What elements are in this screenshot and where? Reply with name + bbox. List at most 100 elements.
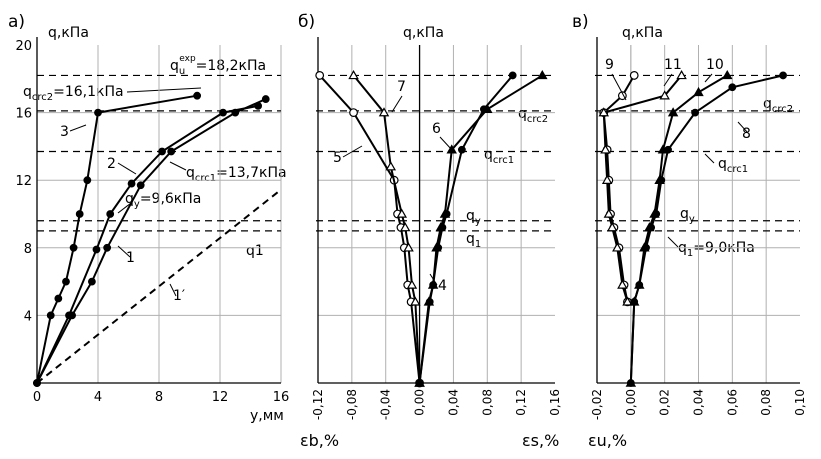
panel-b-series-4: 4 — [415, 71, 517, 387]
panel-b-xlabel-left: εb,% — [300, 431, 339, 450]
panel-a: а) q,кПа y,мм q1 quexp=18,2кПа qcrc2=16,… — [8, 12, 289, 424]
data-point — [406, 279, 418, 289]
panel-a-grid — [37, 45, 282, 383]
data-point — [625, 377, 637, 387]
data-point — [54, 294, 63, 303]
panel-a-xlabel: y,мм — [250, 408, 284, 424]
leader-line — [737, 121, 749, 134]
panel-c-series-10: 10 — [625, 57, 733, 387]
panel-c-label-qy: qy — [680, 206, 695, 225]
panel-b-label-qy: qy — [466, 208, 481, 227]
series-label: 10 — [706, 57, 724, 73]
leader-line — [117, 245, 131, 258]
data-point — [92, 245, 101, 254]
leader-c-qcrc1 — [704, 153, 715, 164]
series-line — [629, 74, 728, 384]
data-point — [617, 279, 628, 289]
data-point — [649, 208, 660, 218]
panel-c-x-tick-label: -0,02 — [590, 389, 604, 420]
series-label: 9 — [605, 57, 614, 73]
panel-a-label: а) — [8, 12, 25, 32]
data-point — [482, 103, 493, 113]
panel-c-ylabel: q,кПа — [622, 25, 663, 41]
data-point — [598, 107, 610, 117]
data-point — [94, 108, 102, 117]
panel-c-x-tick-label: 0,08 — [759, 389, 773, 416]
data-point — [431, 242, 442, 252]
data-point — [254, 101, 263, 110]
panel-c-x-tick-label: 0,06 — [725, 389, 739, 416]
series-line — [602, 74, 636, 303]
panel-a-series-1′: 1′ — [36, 191, 279, 384]
panel-b-series-7: 7 — [348, 70, 425, 387]
panel-c-x-tick-label: 0,02 — [658, 389, 672, 416]
leader-line — [439, 136, 453, 151]
panel-b-x-tick-label: 0,12 — [514, 389, 528, 416]
data-point — [106, 210, 115, 218]
data-point — [399, 222, 411, 232]
series-label: 11 — [664, 57, 682, 73]
panel-b-x-tick-label: -0,12 — [311, 389, 325, 420]
data-point — [46, 311, 55, 320]
data-point — [657, 144, 669, 154]
data-point — [676, 70, 687, 80]
panel-c-x-tick-label: 0,04 — [692, 389, 706, 416]
panel-c-series-11: 11 — [598, 57, 687, 306]
data-point — [622, 296, 633, 306]
series-label: 7 — [397, 79, 406, 95]
panel-b-x-tick-label: 0,16 — [548, 389, 562, 416]
data-point — [396, 208, 408, 218]
series-label: 4 — [438, 278, 447, 294]
panel-a-x-tick-label: 0 — [33, 390, 41, 405]
leader-qy — [117, 202, 132, 214]
data-point — [439, 208, 451, 218]
data-point — [508, 71, 517, 80]
series-label: 2 — [107, 156, 116, 172]
panel-a-label-q1: q1 — [246, 243, 264, 259]
data-point — [219, 108, 227, 117]
series-line — [36, 98, 267, 384]
panel-b-label-qcrc1: qcrc1 — [484, 147, 514, 166]
data-point — [691, 108, 700, 117]
panel-b-x-tick-label: 0,08 — [480, 389, 494, 416]
data-point — [537, 70, 548, 80]
panel-a-label-qcrc2: qcrc2=16,1кПа — [23, 84, 124, 103]
data-point — [722, 70, 733, 80]
panel-c: в) q,кПа εu,% qcrc2 qcrc1 qy q1=9,0кПа -… — [572, 12, 807, 450]
data-point — [193, 91, 202, 100]
data-point — [457, 145, 466, 154]
series-label: 8 — [742, 126, 751, 142]
panel-a-ylabel: q,кПа — [48, 25, 89, 41]
leader-line — [117, 162, 137, 175]
data-point — [127, 179, 136, 188]
data-point — [659, 90, 670, 100]
panel-b-ylabel: q,кПа — [403, 25, 444, 41]
data-point — [62, 277, 70, 286]
panel-b-x-tick-label: 0,00 — [413, 389, 427, 416]
data-point — [606, 222, 618, 232]
panel-c-x-tick-label: 0,10 — [793, 389, 807, 416]
series-line — [36, 191, 279, 384]
panel-b-label: б) — [298, 12, 315, 32]
data-point — [349, 108, 358, 117]
data-point — [378, 107, 390, 117]
panel-a-label-qcrc1: qcrc1=13,7кПа — [186, 165, 287, 184]
panel-a-x-tick-label: 8 — [155, 390, 163, 405]
series-label: 5 — [333, 150, 342, 166]
panel-a-label-qy: qy=9,6кПа — [125, 191, 201, 210]
data-point — [628, 296, 640, 306]
data-point — [667, 107, 679, 117]
data-point — [103, 243, 112, 252]
panel-c-xlabel: εu,% — [588, 431, 627, 450]
series-label: 1′ — [173, 288, 185, 304]
data-point — [693, 86, 704, 97]
series-label: 6 — [432, 121, 441, 137]
panel-c-label-q1: q1=9,0кПа — [678, 240, 755, 259]
data-point — [410, 296, 421, 306]
panel-a-x-tick-label: 16 — [273, 390, 290, 405]
series-line — [352, 74, 421, 384]
panel-a-y-tick-label: 12 — [15, 174, 32, 189]
data-point — [427, 279, 439, 289]
data-point — [639, 242, 650, 252]
